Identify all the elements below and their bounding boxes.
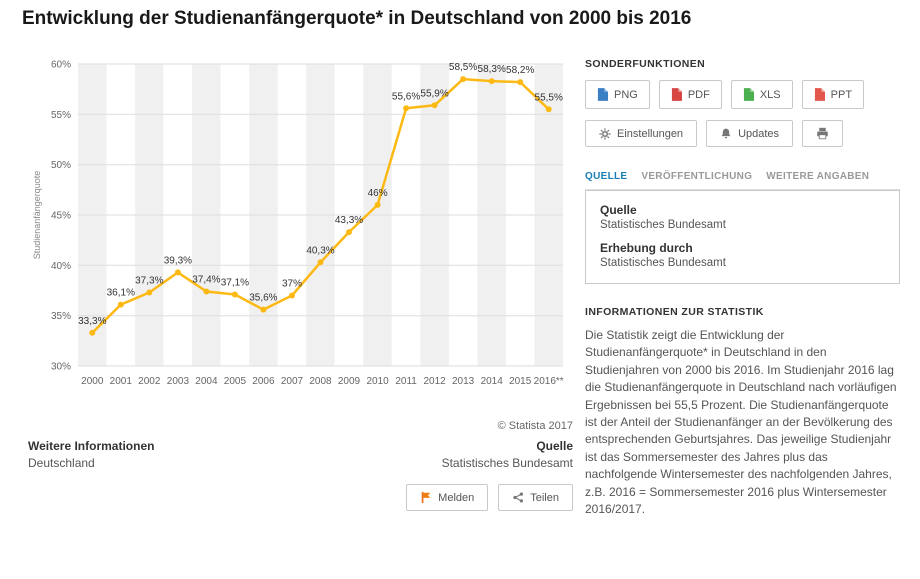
svg-text:39,3%: 39,3% <box>164 255 192 266</box>
svg-text:2000: 2000 <box>81 376 104 387</box>
svg-text:58,2%: 58,2% <box>506 65 534 76</box>
svg-text:2006: 2006 <box>252 376 275 387</box>
settings-button[interactable]: Einstellungen <box>585 120 698 147</box>
svg-text:55,5%: 55,5% <box>535 92 563 103</box>
svg-text:2008: 2008 <box>309 376 332 387</box>
download-png-button[interactable]: PNG <box>585 80 650 109</box>
svg-text:60%: 60% <box>51 60 71 71</box>
settings-button-label: Einstellungen <box>617 127 684 140</box>
svg-text:58,3%: 58,3% <box>478 64 506 75</box>
svg-text:2010: 2010 <box>366 376 389 387</box>
statistic-info-text: Die Statistik zeigt die Entwicklung der … <box>585 328 897 516</box>
svg-text:2015: 2015 <box>509 376 532 387</box>
svg-text:55,6%: 55,6% <box>392 91 420 102</box>
svg-text:37,4%: 37,4% <box>192 275 220 286</box>
copyright-note: © Statista 2017 <box>497 420 573 432</box>
download-pdf-button[interactable]: PDF <box>658 80 722 109</box>
share-button[interactable]: Teilen <box>498 484 573 511</box>
updates-button[interactable]: Updates <box>706 120 794 147</box>
print-button[interactable] <box>802 120 844 147</box>
svg-text:2009: 2009 <box>338 376 361 387</box>
svg-text:37,3%: 37,3% <box>135 276 163 287</box>
page-title: Entwicklung der Studienanfängerquote* in… <box>22 8 692 29</box>
svg-text:2007: 2007 <box>281 376 304 387</box>
svg-text:2004: 2004 <box>195 376 218 387</box>
special-functions-heading: SONDERFUNKTIONEN <box>585 58 706 70</box>
export-buttons-row: PNG PDF XLS <box>585 80 900 109</box>
source-value: Statistisches Bundesamt <box>441 456 573 470</box>
source-label: Quelle <box>536 439 573 453</box>
svg-text:35%: 35% <box>51 311 71 322</box>
export-button-label: PPT <box>830 88 853 101</box>
tools-row: Einstellungen Updates <box>585 120 900 147</box>
svg-text:2013: 2013 <box>452 376 475 387</box>
report-button-label: Melden <box>438 491 475 504</box>
svg-text:40%: 40% <box>51 261 71 272</box>
ppt-file-icon <box>814 88 825 101</box>
gear-icon <box>599 127 611 140</box>
source-info-box: Quelle Statistisches Bundesamt Erhebung … <box>585 190 900 284</box>
svg-text:37,1%: 37,1% <box>221 278 249 289</box>
erhebung-value: Statistisches Bundesamt <box>600 257 726 269</box>
svg-text:2002: 2002 <box>138 376 161 387</box>
svg-text:36,1%: 36,1% <box>107 288 135 299</box>
share-icon <box>512 491 524 504</box>
svg-text:Studienanfängerquote: Studienanfängerquote <box>32 171 42 260</box>
tab-weitere-angaben[interactable]: WEITERE ANGABEN <box>766 171 870 182</box>
sidebar: SONDERFUNKTIONEN PNG PDF <box>585 58 900 518</box>
quelle-value: Statistisches Bundesamt <box>600 219 726 231</box>
more-information-block: Weitere Informationen Deutschland <box>28 439 154 470</box>
flag-icon <box>420 491 432 504</box>
tab-quelle[interactable]: QUELLE <box>585 171 628 182</box>
svg-text:43,3%: 43,3% <box>335 215 363 226</box>
quelle-label: Quelle <box>600 203 637 217</box>
bell-icon <box>720 127 732 140</box>
download-ppt-button[interactable]: PPT <box>801 80 865 109</box>
line-chart: 30% 35% 40% 45% 50% 55% 60% Studienanfängerquot… <box>28 52 573 392</box>
svg-text:2014: 2014 <box>481 376 504 387</box>
svg-text:33,3%: 33,3% <box>78 316 106 327</box>
updates-button-label: Updates <box>738 127 780 140</box>
detail-tabs: QUELLE VERÖFFENTLICHUNG WEITERE ANGABEN <box>585 171 900 190</box>
share-button-label: Teilen <box>530 491 559 504</box>
export-button-label: PNG <box>614 88 638 101</box>
download-xls-button[interactable]: XLS <box>730 80 793 109</box>
printer-icon <box>816 127 829 140</box>
export-button-label: PDF <box>687 88 710 101</box>
svg-text:37%: 37% <box>282 279 302 290</box>
svg-text:50%: 50% <box>51 160 71 171</box>
svg-text:2005: 2005 <box>224 376 247 387</box>
svg-text:2011: 2011 <box>395 376 417 387</box>
svg-text:35,6%: 35,6% <box>249 293 277 304</box>
more-info-label: Weitere Informationen <box>28 439 155 453</box>
tab-veroeffentlichung[interactable]: VERÖFFENTLICHUNG <box>641 171 753 182</box>
svg-text:2001: 2001 <box>110 376 133 387</box>
svg-text:45%: 45% <box>51 211 71 222</box>
erhebung-label: Erhebung durch <box>600 241 693 255</box>
svg-text:30%: 30% <box>51 362 71 373</box>
report-button[interactable]: Melden <box>406 484 489 511</box>
source-block: Quelle Statistisches Bundesamt <box>442 439 573 470</box>
statistic-info-heading: INFORMATIONEN ZUR STATISTIK <box>585 306 764 318</box>
pdf-file-icon <box>671 88 682 101</box>
chart-footer: © Statista 2017 Weitere Informationen De… <box>28 420 573 511</box>
svg-text:2012: 2012 <box>423 376 446 387</box>
svg-text:2003: 2003 <box>167 376 190 387</box>
svg-text:58,5%: 58,5% <box>449 62 477 73</box>
export-button-label: XLS <box>759 88 781 101</box>
png-file-icon <box>597 88 608 101</box>
svg-text:55,9%: 55,9% <box>420 88 448 99</box>
svg-text:46%: 46% <box>368 188 388 199</box>
svg-text:2016**: 2016** <box>534 376 564 387</box>
xls-file-icon <box>743 88 754 101</box>
svg-text:40,3%: 40,3% <box>306 245 334 256</box>
svg-text:55%: 55% <box>51 110 71 121</box>
more-info-value[interactable]: Deutschland <box>28 456 95 470</box>
